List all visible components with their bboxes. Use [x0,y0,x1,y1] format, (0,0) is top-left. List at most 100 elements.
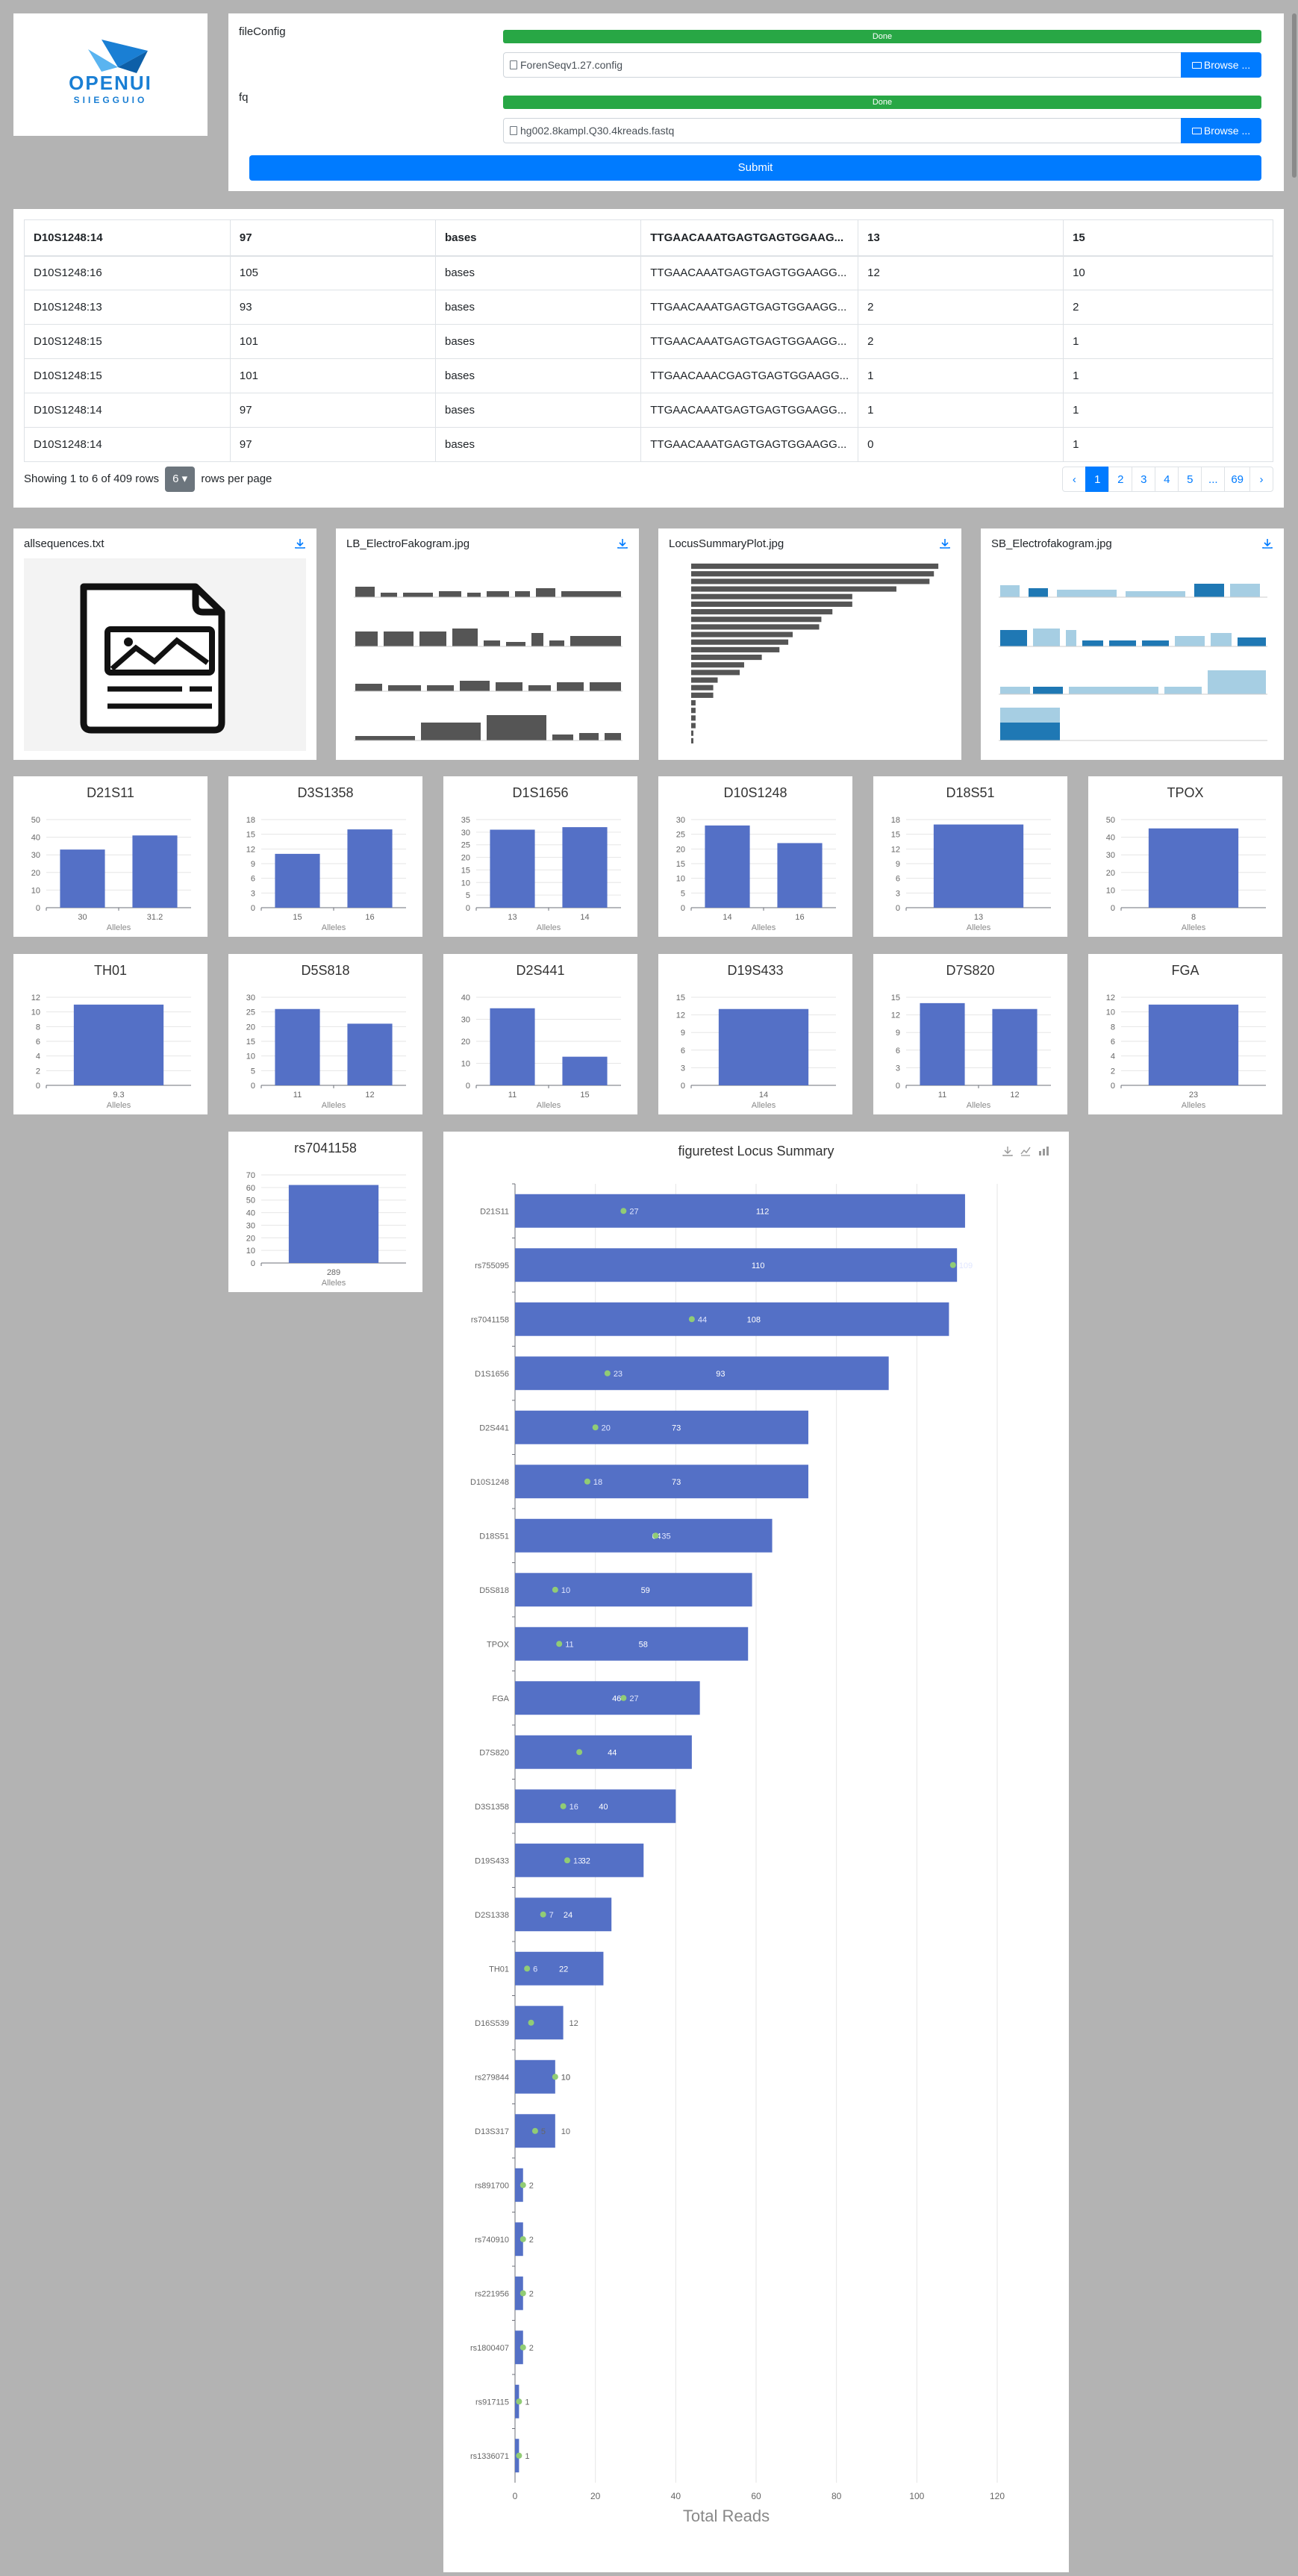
table-row[interactable]: D10S1248:14 97 bases TTGAACAAATGAGTGAGTGGAA… [24,393,1273,428]
image-thumbnail[interactable] [24,558,306,751]
page-link[interactable]: ‹ [1062,467,1087,492]
page-link[interactable]: 69 [1224,467,1250,492]
bar[interactable] [992,1008,1038,1085]
bar[interactable] [562,827,608,908]
marker-point[interactable] [519,2236,526,2242]
marker-point[interactable] [531,2127,538,2134]
bar[interactable] [920,1002,965,1085]
page-link[interactable]: 2 [1108,467,1133,492]
bar[interactable] [515,1843,644,1877]
bar[interactable] [515,2059,555,2094]
bar[interactable] [515,2276,523,2310]
bar[interactable] [275,853,320,908]
marker-point[interactable] [576,1749,583,1756]
bar[interactable] [705,825,750,908]
bar[interactable] [515,1356,889,1391]
submit-button[interactable]: Submit [249,155,1261,181]
page-link[interactable]: 4 [1155,467,1179,492]
marker-point[interactable] [516,2398,522,2405]
bar[interactable] [347,829,393,908]
bar[interactable] [515,1248,958,1282]
bar[interactable] [347,1023,393,1085]
bar[interactable] [132,835,178,908]
marker-point[interactable] [519,2344,526,2351]
bar[interactable] [515,1410,808,1444]
page-link[interactable]: ... [1201,467,1226,492]
bar[interactable] [490,1008,535,1085]
image-thumbnail[interactable] [991,558,1273,751]
marker-point[interactable] [604,1370,611,1376]
marker-point[interactable] [552,1586,558,1593]
page-link[interactable]: 1 [1085,467,1110,492]
marker-point[interactable] [556,1641,563,1647]
download-icon[interactable] [1002,1145,1014,1157]
y-tick-label: 0 [681,1082,685,1091]
marker-point[interactable] [688,1316,695,1323]
page-link[interactable]: 3 [1132,467,1156,492]
marker-point[interactable] [516,2452,522,2459]
line-chart-icon[interactable] [1020,1145,1032,1157]
page-link[interactable]: › [1249,467,1273,492]
bar[interactable] [718,1008,809,1085]
bar[interactable] [933,824,1024,908]
bar[interactable] [515,1194,965,1228]
fq-input[interactable]: hg002.8kampl.Q30.4kreads.fastq Browse ..… [503,118,1261,143]
bar[interactable] [515,2330,523,2365]
download-icon[interactable] [294,537,306,549]
bar-value-label: 10 [561,2127,570,2136]
table-row[interactable]: D10S1248:13 93 bases TTGAACAAATGAGTGAGTGGAA… [24,290,1273,325]
marker-point[interactable] [564,1857,570,1864]
fileconfig-browse-button[interactable]: Browse ... [1181,52,1261,78]
marker-point[interactable] [652,1532,659,1539]
marker-point[interactable] [620,1208,627,1214]
bar[interactable] [73,1004,164,1085]
marker-point[interactable] [540,1911,546,1918]
bar[interactable] [515,1897,612,1932]
page-size-dropdown[interactable]: 6 ▾ [165,467,196,492]
bar[interactable] [515,2222,523,2257]
bar[interactable] [777,843,823,908]
bar[interactable] [515,1735,692,1769]
fileconfig-input[interactable]: ForenSeqv1.27.config Browse ... [503,52,1261,78]
fq-browse-button[interactable]: Browse ... [1181,118,1261,143]
download-icon[interactable] [1261,537,1273,549]
marker-point[interactable] [949,1262,956,1268]
marker-point[interactable] [552,2074,558,2080]
bar[interactable] [275,1008,320,1085]
page-link[interactable]: 5 [1178,467,1202,492]
bar[interactable] [1148,1004,1239,1085]
table-row[interactable]: D10S1248:16 105 bases TTGAACAAATGAGTGAGTGGA… [24,255,1273,290]
bar[interactable] [515,1789,676,1824]
bar-chart-icon[interactable] [1038,1145,1049,1157]
marker-point[interactable] [592,1424,599,1431]
bar[interactable] [288,1185,379,1263]
bar[interactable] [515,1518,773,1553]
bar[interactable] [515,1573,752,1607]
image-thumbnail[interactable] [669,558,951,751]
bar[interactable] [515,1465,808,1499]
bar[interactable] [1148,828,1239,908]
marker-point[interactable] [519,2182,526,2189]
bar[interactable] [515,2168,523,2202]
bar[interactable] [515,1627,749,1661]
table-row[interactable]: D10S1248:14 97 bases TTGAACAAATGAGTGAGTGGAA… [24,427,1273,462]
marker-point[interactable] [560,1803,567,1809]
marker-point[interactable] [519,2290,526,2297]
scrollbar-thumb[interactable] [1292,13,1297,178]
thumbnail-bar [691,670,740,676]
image-thumbnail[interactable] [346,558,628,751]
marker-point[interactable] [524,1965,531,1972]
bar[interactable] [515,1302,949,1336]
table-row[interactable]: D10S1248:15 101 bases TTGAACAAACGAGTGAGTGGA… [24,358,1273,393]
bar[interactable] [515,2006,564,2040]
bar[interactable] [515,1681,700,1715]
marker-point[interactable] [584,1478,590,1485]
download-icon[interactable] [939,537,951,549]
marker-point[interactable] [528,2019,534,2026]
bar[interactable] [60,849,105,908]
bar[interactable] [490,829,535,908]
download-icon[interactable] [617,537,628,549]
table-row[interactable]: D10S1248:15 101 bases TTGAACAAATGAGTGAGTGGA… [24,324,1273,359]
marker-point[interactable] [620,1694,627,1701]
bar[interactable] [562,1056,608,1085]
